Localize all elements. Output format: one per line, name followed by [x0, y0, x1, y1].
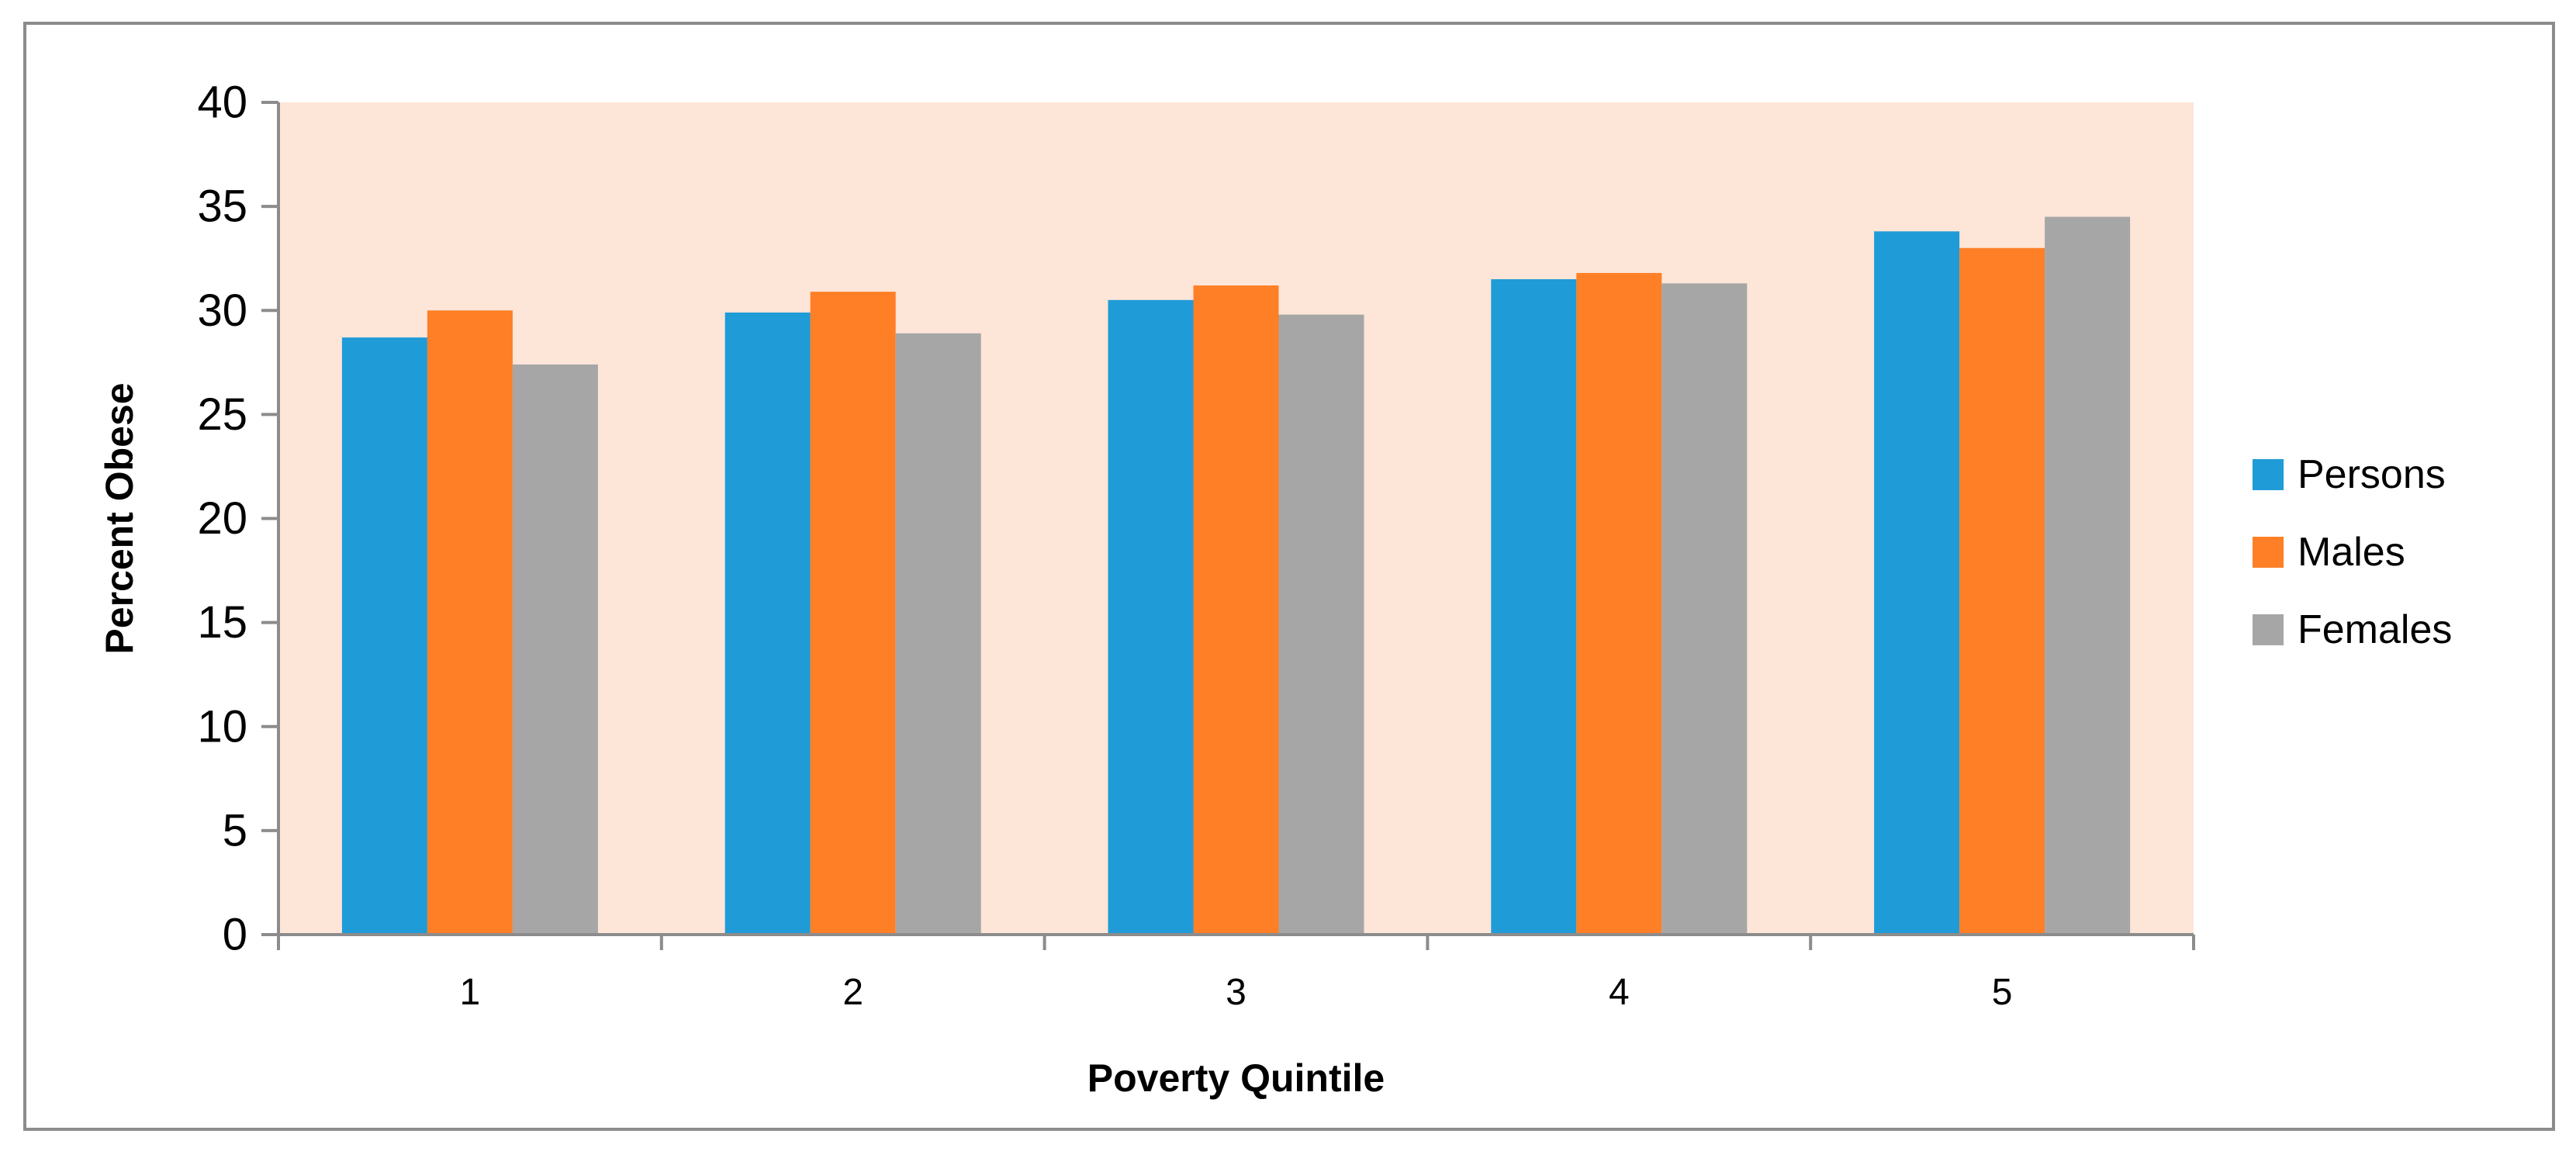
bar-females-5 [2045, 216, 2131, 935]
bars-layer [341, 216, 2131, 935]
bar-males-1 [427, 310, 513, 935]
y-tick-label-10: 10 [197, 701, 247, 752]
y-tick-label-0: 0 [223, 910, 247, 960]
y-axis-title: Percent Obese [98, 382, 141, 654]
x-tick-label-3: 3 [1226, 972, 1247, 1013]
legend-swatch-males [2253, 537, 2284, 568]
y-tick-label-15: 15 [197, 597, 247, 648]
bar-persons-2 [724, 312, 811, 935]
legend-swatch-females [2253, 614, 2284, 645]
bar-persons-1 [341, 337, 427, 935]
x-tick-label-4: 4 [1609, 972, 1630, 1013]
legend-label-males: Males [2298, 530, 2405, 575]
bar-males-4 [1576, 272, 1662, 935]
x-axis-ticks: 1 2 3 4 5 [277, 935, 2195, 1013]
y-tick-label-20: 20 [197, 493, 247, 544]
x-tick-label-5: 5 [1992, 972, 2013, 1013]
legend-swatch-persons [2253, 459, 2284, 490]
bar-females-4 [1661, 283, 1748, 935]
x-tick-label-2: 2 [842, 972, 863, 1013]
bar-males-3 [1193, 285, 1279, 935]
bar-persons-4 [1491, 279, 1577, 935]
y-tick-label-40: 40 [197, 78, 247, 128]
legend-label-females: Females [2298, 607, 2452, 652]
bar-females-2 [895, 333, 981, 935]
legend: Persons Males Females [2253, 452, 2452, 652]
legend-label-persons: Persons [2298, 452, 2446, 497]
bar-males-5 [1959, 247, 2045, 935]
bar-females-1 [512, 364, 598, 935]
y-axis-ticks: 0 5 10 15 20 25 30 35 40 [197, 78, 278, 960]
bar-persons-3 [1108, 299, 1194, 935]
y-tick-label-35: 35 [197, 181, 247, 232]
x-tick-label-1: 1 [460, 972, 481, 1013]
bar-males-2 [810, 292, 896, 935]
y-tick-label-25: 25 [197, 389, 247, 440]
bar-females-3 [1278, 314, 1364, 935]
y-tick-label-5: 5 [223, 805, 247, 855]
y-tick-label-30: 30 [197, 285, 247, 336]
x-axis-title: Poverty Quintile [1087, 1056, 1385, 1100]
bar-persons-5 [1874, 231, 1960, 935]
